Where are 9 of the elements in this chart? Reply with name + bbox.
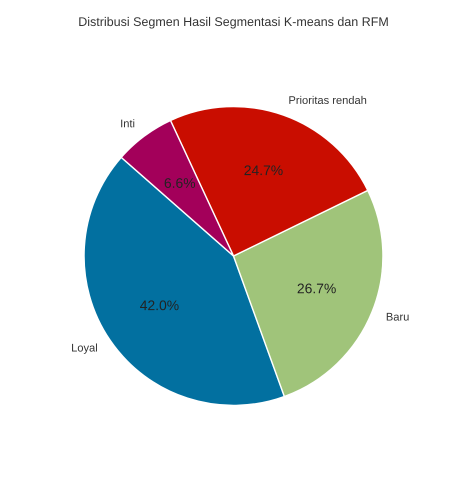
slice-label: Loyal xyxy=(72,343,97,354)
data-label: 24.7% xyxy=(244,165,283,176)
data-label: 26.7% xyxy=(298,284,336,294)
slice-label: Baru xyxy=(386,312,409,321)
data-label: 6.6% xyxy=(164,178,196,188)
data-label: 42.0% xyxy=(140,300,179,310)
slice-label: Prioritas rendah xyxy=(289,96,366,104)
slice-label: Inti xyxy=(121,119,134,128)
chart-title: Distribusi Segmen Hasil Segmentasi K-means dan RFM xyxy=(79,16,388,29)
